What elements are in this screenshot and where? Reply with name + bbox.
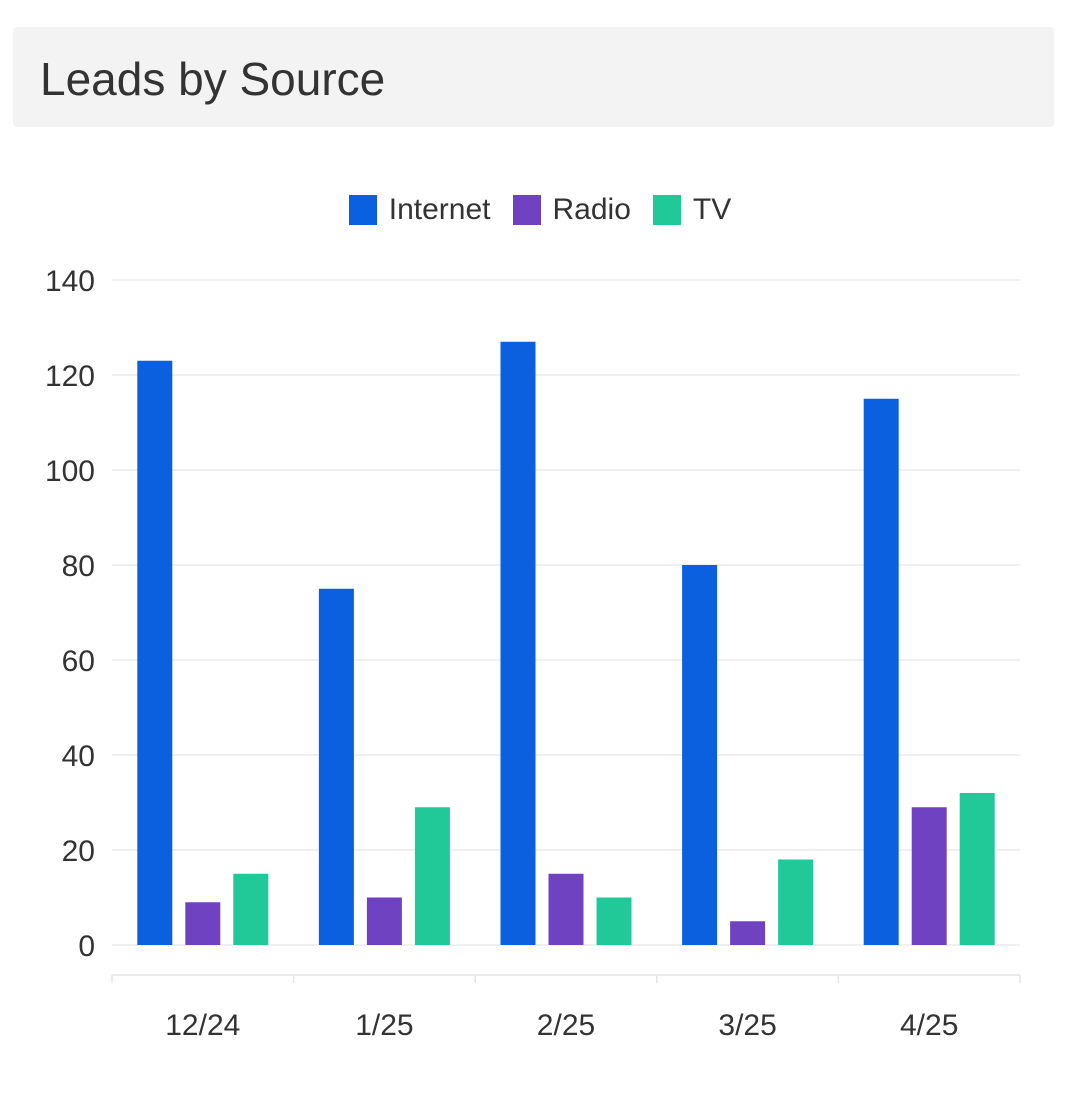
bar-internet-12-24[interactable] <box>137 360 173 945</box>
legend-item-internet[interactable]: Internet <box>348 193 491 227</box>
y-tick-label: 80 <box>62 550 95 583</box>
bar-radio-4-25[interactable] <box>911 807 947 945</box>
bar-tv-1-25[interactable] <box>414 807 450 945</box>
bar-tv-2-25[interactable] <box>596 897 632 946</box>
bar-internet-1-25[interactable] <box>318 588 354 945</box>
chart-title: Leads by Source <box>40 53 386 105</box>
bar-tv-3-25[interactable] <box>778 859 814 946</box>
y-tick-label: 100 <box>45 455 95 488</box>
x-tick-label: 1/25 <box>355 1009 413 1042</box>
bar-chart: 0 20 40 60 80 100 120 140 12/24 1/25 2/25 3/25 4/25 <box>45 265 1021 1042</box>
legend-swatch-radio <box>512 195 541 225</box>
legend-label-tv: TV <box>692 193 732 226</box>
bar-radio-2-25[interactable] <box>548 873 584 945</box>
y-tick-label: 60 <box>62 645 95 678</box>
bar-radio-3-25[interactable] <box>730 921 766 945</box>
y-tick-label: 0 <box>78 930 95 963</box>
legend-label-internet: Internet <box>388 193 491 226</box>
bar-tv-12-24[interactable] <box>233 873 269 945</box>
y-tick-label: 140 <box>45 265 95 298</box>
bar-tv-4-25[interactable] <box>959 793 995 945</box>
x-tick-label: 3/25 <box>718 1009 776 1042</box>
x-tick-label: 12/24 <box>165 1009 240 1042</box>
y-tick-label: 40 <box>62 740 95 773</box>
bar-internet-3-25[interactable] <box>682 565 718 945</box>
bar-radio-12-24[interactable] <box>185 902 221 945</box>
legend-swatch-internet <box>348 195 377 225</box>
x-tick-label: 2/25 <box>537 1009 595 1042</box>
bar-radio-1-25[interactable] <box>366 897 402 946</box>
legend-item-radio[interactable]: Radio <box>512 193 631 227</box>
legend-swatch-tv <box>652 195 681 225</box>
legend-label-radio: Radio <box>552 193 631 226</box>
bar-internet-4-25[interactable] <box>863 398 899 945</box>
chart-legend: Internet Radio TV <box>0 193 1080 227</box>
legend-item-tv[interactable]: TV <box>652 193 732 227</box>
x-tick-label: 4/25 <box>900 1009 958 1042</box>
card-header: Leads by Source <box>13 27 1054 127</box>
bar-internet-2-25[interactable] <box>500 341 536 945</box>
y-tick-label: 120 <box>45 360 95 393</box>
y-tick-label: 20 <box>62 835 95 868</box>
